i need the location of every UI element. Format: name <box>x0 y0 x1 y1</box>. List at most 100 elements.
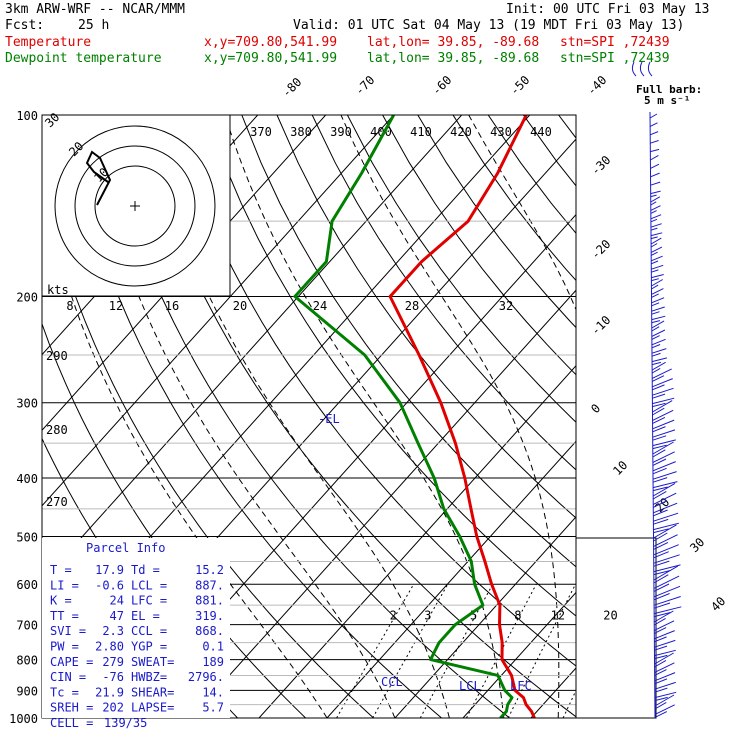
wind-barb <box>654 704 675 715</box>
wind-barb <box>650 214 662 220</box>
parcel-label: TT = <box>50 609 79 623</box>
valid-time: Valid: 01 UTC Sat 04 May 13 (19 MDT Fri … <box>293 18 685 33</box>
wind-barb <box>649 113 658 119</box>
wind-barb <box>653 596 681 606</box>
wind-barb <box>650 218 658 223</box>
wind-barb <box>654 652 674 665</box>
wind-barb <box>650 227 658 231</box>
wind-barb <box>651 288 664 295</box>
wind-barb <box>653 502 678 514</box>
isotherm-label: 40 <box>708 594 728 614</box>
wind-barb <box>651 284 659 290</box>
wind-barb <box>650 140 659 144</box>
wind-barb <box>651 320 665 329</box>
wind-barb <box>650 131 659 136</box>
temperature-xy: x,y=709.80,541.99 <box>204 35 338 50</box>
pressure-tick-label: 100 <box>16 109 38 123</box>
wind-barb <box>651 260 659 265</box>
wind-barb <box>652 461 676 472</box>
parcel-label: SREH = <box>50 701 93 715</box>
isotherm-label: -20 <box>588 237 613 262</box>
theta-label: 270 <box>46 495 68 509</box>
wind-barb <box>651 352 661 357</box>
wind-barb <box>653 602 671 609</box>
wind-barb <box>652 451 675 463</box>
wind-barb <box>650 210 657 214</box>
hodograph-speed-label: 16 <box>165 299 179 313</box>
wind-barb <box>653 551 669 559</box>
mixing-ratio-label: 3 <box>424 609 431 623</box>
mixing-ratio-label: 8 <box>514 609 521 623</box>
theta-label: 390 <box>330 125 352 139</box>
wind-barb <box>652 435 667 441</box>
isotherm-label: 10 <box>610 458 630 478</box>
parcel-value: 279 <box>102 655 124 669</box>
isotherm-label: -10 <box>588 313 613 338</box>
parcel-value: 24 <box>110 594 124 608</box>
hodograph-speed-label: 12 <box>109 299 123 313</box>
parcel-value: 139/35 <box>104 716 147 730</box>
wind-barb <box>653 583 670 592</box>
dry-adiabat-line <box>382 115 576 376</box>
dry-adiabat-line <box>522 115 576 187</box>
wind-barb <box>650 205 661 211</box>
pressure-tick-label: 800 <box>16 654 38 668</box>
mixing-ratio-label: 5 <box>470 609 477 623</box>
full-barb-label: Full barb: <box>636 83 702 96</box>
theta-label: 370 <box>250 125 272 139</box>
parcel-value: -76 <box>102 670 124 684</box>
wind-barb <box>650 194 657 198</box>
wind-barb <box>652 400 673 413</box>
wind-barb <box>652 419 675 430</box>
wind-barb <box>653 509 668 517</box>
model-title: 3km ARW-WRF -- NCAR/MMM <box>5 2 186 17</box>
dewpoint-legend: Dewpoint temperature <box>5 51 162 66</box>
wind-barb <box>653 575 680 589</box>
parcel-value: 2796. <box>188 670 224 684</box>
wind-barb <box>654 659 667 668</box>
parcel-label: CIN = <box>50 670 86 684</box>
mixing-ratio-line <box>336 583 415 718</box>
wind-barb <box>653 518 669 525</box>
temperature-station: stn=SPI ,72439 <box>560 35 670 50</box>
init-time: Init: 00 UTC Fri 03 May 13 <box>506 2 710 17</box>
parcel-label: CAPE = <box>50 655 93 669</box>
wind-barb <box>653 617 666 626</box>
moist-adiabat-line <box>468 115 576 311</box>
isotherm-label: -80 <box>279 75 304 100</box>
el-marker: -EL <box>318 412 340 426</box>
parcel-label: T = <box>50 563 72 577</box>
wind-barb <box>651 278 659 282</box>
hodograph-speed-label: 28 <box>405 299 419 313</box>
wind-barb <box>651 361 666 371</box>
dry-adiabat-line <box>664 115 740 718</box>
wind-barb <box>650 236 658 240</box>
wind-barb <box>653 554 680 564</box>
isotherm-line <box>190 289 576 718</box>
wind-barb <box>653 565 679 581</box>
wind-barb <box>651 361 662 366</box>
hodograph-center-plus <box>130 201 140 211</box>
wind-barb <box>650 190 661 195</box>
pressure-tick-label: 700 <box>16 619 38 633</box>
lcl-marker: LCL <box>459 679 481 693</box>
temperature-trace <box>388 115 536 718</box>
isotherm-line <box>42 115 327 431</box>
pressure-tick-label: 900 <box>16 684 38 698</box>
wind-barb <box>651 375 665 382</box>
wind-barb <box>652 441 674 455</box>
wind-barb <box>651 293 659 298</box>
parcel-value: 2.3 <box>102 624 124 638</box>
wind-barb <box>650 246 663 253</box>
dry-adiabat-line <box>311 115 576 471</box>
wind-barb <box>652 387 674 396</box>
wind-barbs <box>631 61 682 719</box>
dry-adiabat-line <box>629 115 740 718</box>
wind-barb <box>652 426 666 433</box>
hodograph-speed-label: 8 <box>66 299 73 313</box>
pressure-tick-label: 400 <box>16 472 38 486</box>
wind-barb <box>651 302 660 307</box>
wind-barb <box>653 570 670 576</box>
theta-labels-left: 290 280 270 <box>46 349 68 509</box>
theta-label: 440 <box>530 125 552 139</box>
